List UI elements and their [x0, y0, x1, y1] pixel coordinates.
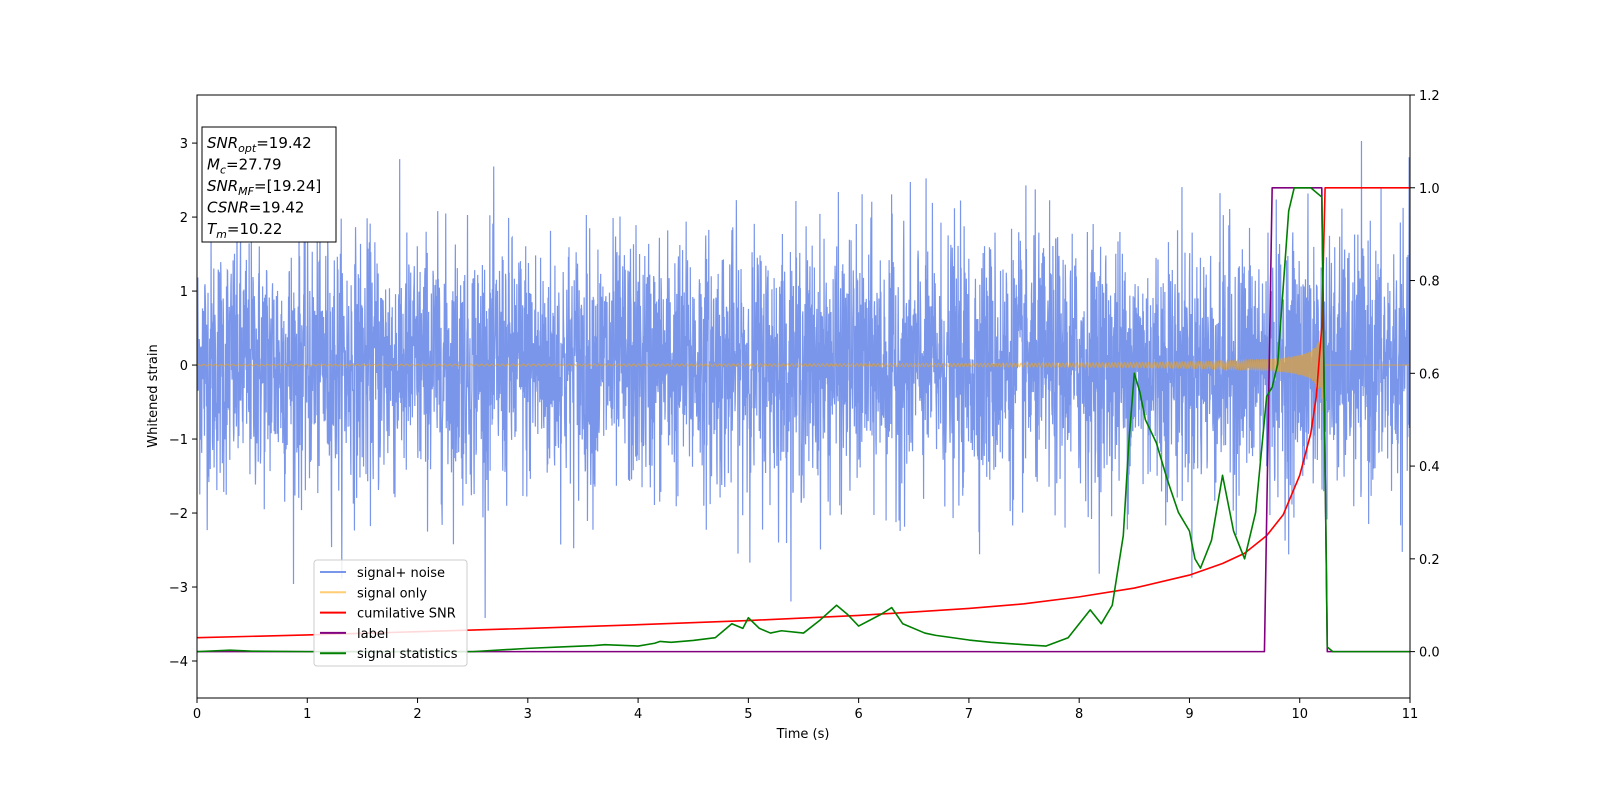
- annotation-line: Tm=10.22: [207, 220, 282, 241]
- series-signal-noise: [197, 140, 1410, 618]
- y-tick-label: 3: [180, 137, 188, 152]
- legend-label: signal only: [357, 586, 427, 601]
- x-tick-label: 3: [524, 707, 532, 722]
- legend-label: label: [357, 627, 388, 642]
- legend: signal+ noise signal only cumilative SNR la…: [313, 559, 468, 667]
- y2-tick-label: 0.8: [1419, 275, 1440, 290]
- y2-tick-label: 0.4: [1419, 460, 1440, 475]
- y2-tick-label: 1.2: [1419, 89, 1440, 104]
- annotation-line: CSNR=19.42: [207, 199, 304, 217]
- series-cumilative-snr: [197, 186, 1410, 639]
- y2-tick-label: 0.2: [1419, 553, 1440, 568]
- x-tick-label: 10: [1291, 707, 1308, 722]
- x-tick-label: 7: [965, 707, 973, 722]
- annotation-line: SNRMF=[19.24]: [207, 177, 321, 198]
- y2-tick-label: 1.0: [1419, 182, 1440, 197]
- x-tick-label: 6: [854, 707, 862, 722]
- legend-label: cumilative SNR: [357, 607, 456, 622]
- x-tick-label: 1: [303, 707, 311, 722]
- y-tick-label: 2: [180, 211, 188, 226]
- legend-label: signal+ noise: [357, 566, 445, 581]
- x-axis: 0 1 2 3 4 5 6 7 8 9 10 11: [193, 698, 1418, 722]
- x-tick-label: 8: [1075, 707, 1083, 722]
- y2-tick-label: 0.0: [1419, 646, 1440, 661]
- series-signal-only: [197, 327, 1410, 419]
- x-tick-label: 11: [1402, 707, 1419, 722]
- annotation-line: Mc=27.79: [207, 156, 282, 177]
- y-axis-right: 1.2 1.0 0.8 0.6 0.4 0.2 0.0: [1410, 89, 1440, 661]
- y-axis-label: Whitened strain: [146, 344, 161, 447]
- annotation-line: SNRopt=19.42: [207, 134, 312, 155]
- x-axis-label: Time (s): [776, 727, 830, 742]
- y-axis-left: 3 2 1 0 −1 −2 −3 −4: [169, 137, 197, 670]
- y-tick-label: 0: [180, 359, 188, 374]
- y-tick-label: −4: [169, 655, 188, 670]
- y-tick-label: −2: [169, 507, 188, 522]
- annotation-box: SNRopt=19.42Mc=27.79SNRMF=[19.24]CSNR=19…: [201, 126, 337, 243]
- x-tick-label: 4: [634, 707, 642, 722]
- series-layer: [197, 140, 1410, 653]
- x-tick-label: 0: [193, 707, 201, 722]
- series-signal-statistics: [197, 186, 1410, 653]
- x-tick-label: 5: [744, 707, 752, 722]
- x-tick-label: 9: [1185, 707, 1193, 722]
- y-tick-label: 1: [180, 285, 188, 300]
- y2-tick-label: 0.6: [1419, 367, 1440, 382]
- plot-frame: [196, 94, 1411, 699]
- y-tick-label: −3: [169, 581, 188, 596]
- x-tick-label: 2: [413, 707, 421, 722]
- legend-label: signal statistics: [357, 647, 458, 662]
- y-tick-label: −1: [169, 433, 188, 448]
